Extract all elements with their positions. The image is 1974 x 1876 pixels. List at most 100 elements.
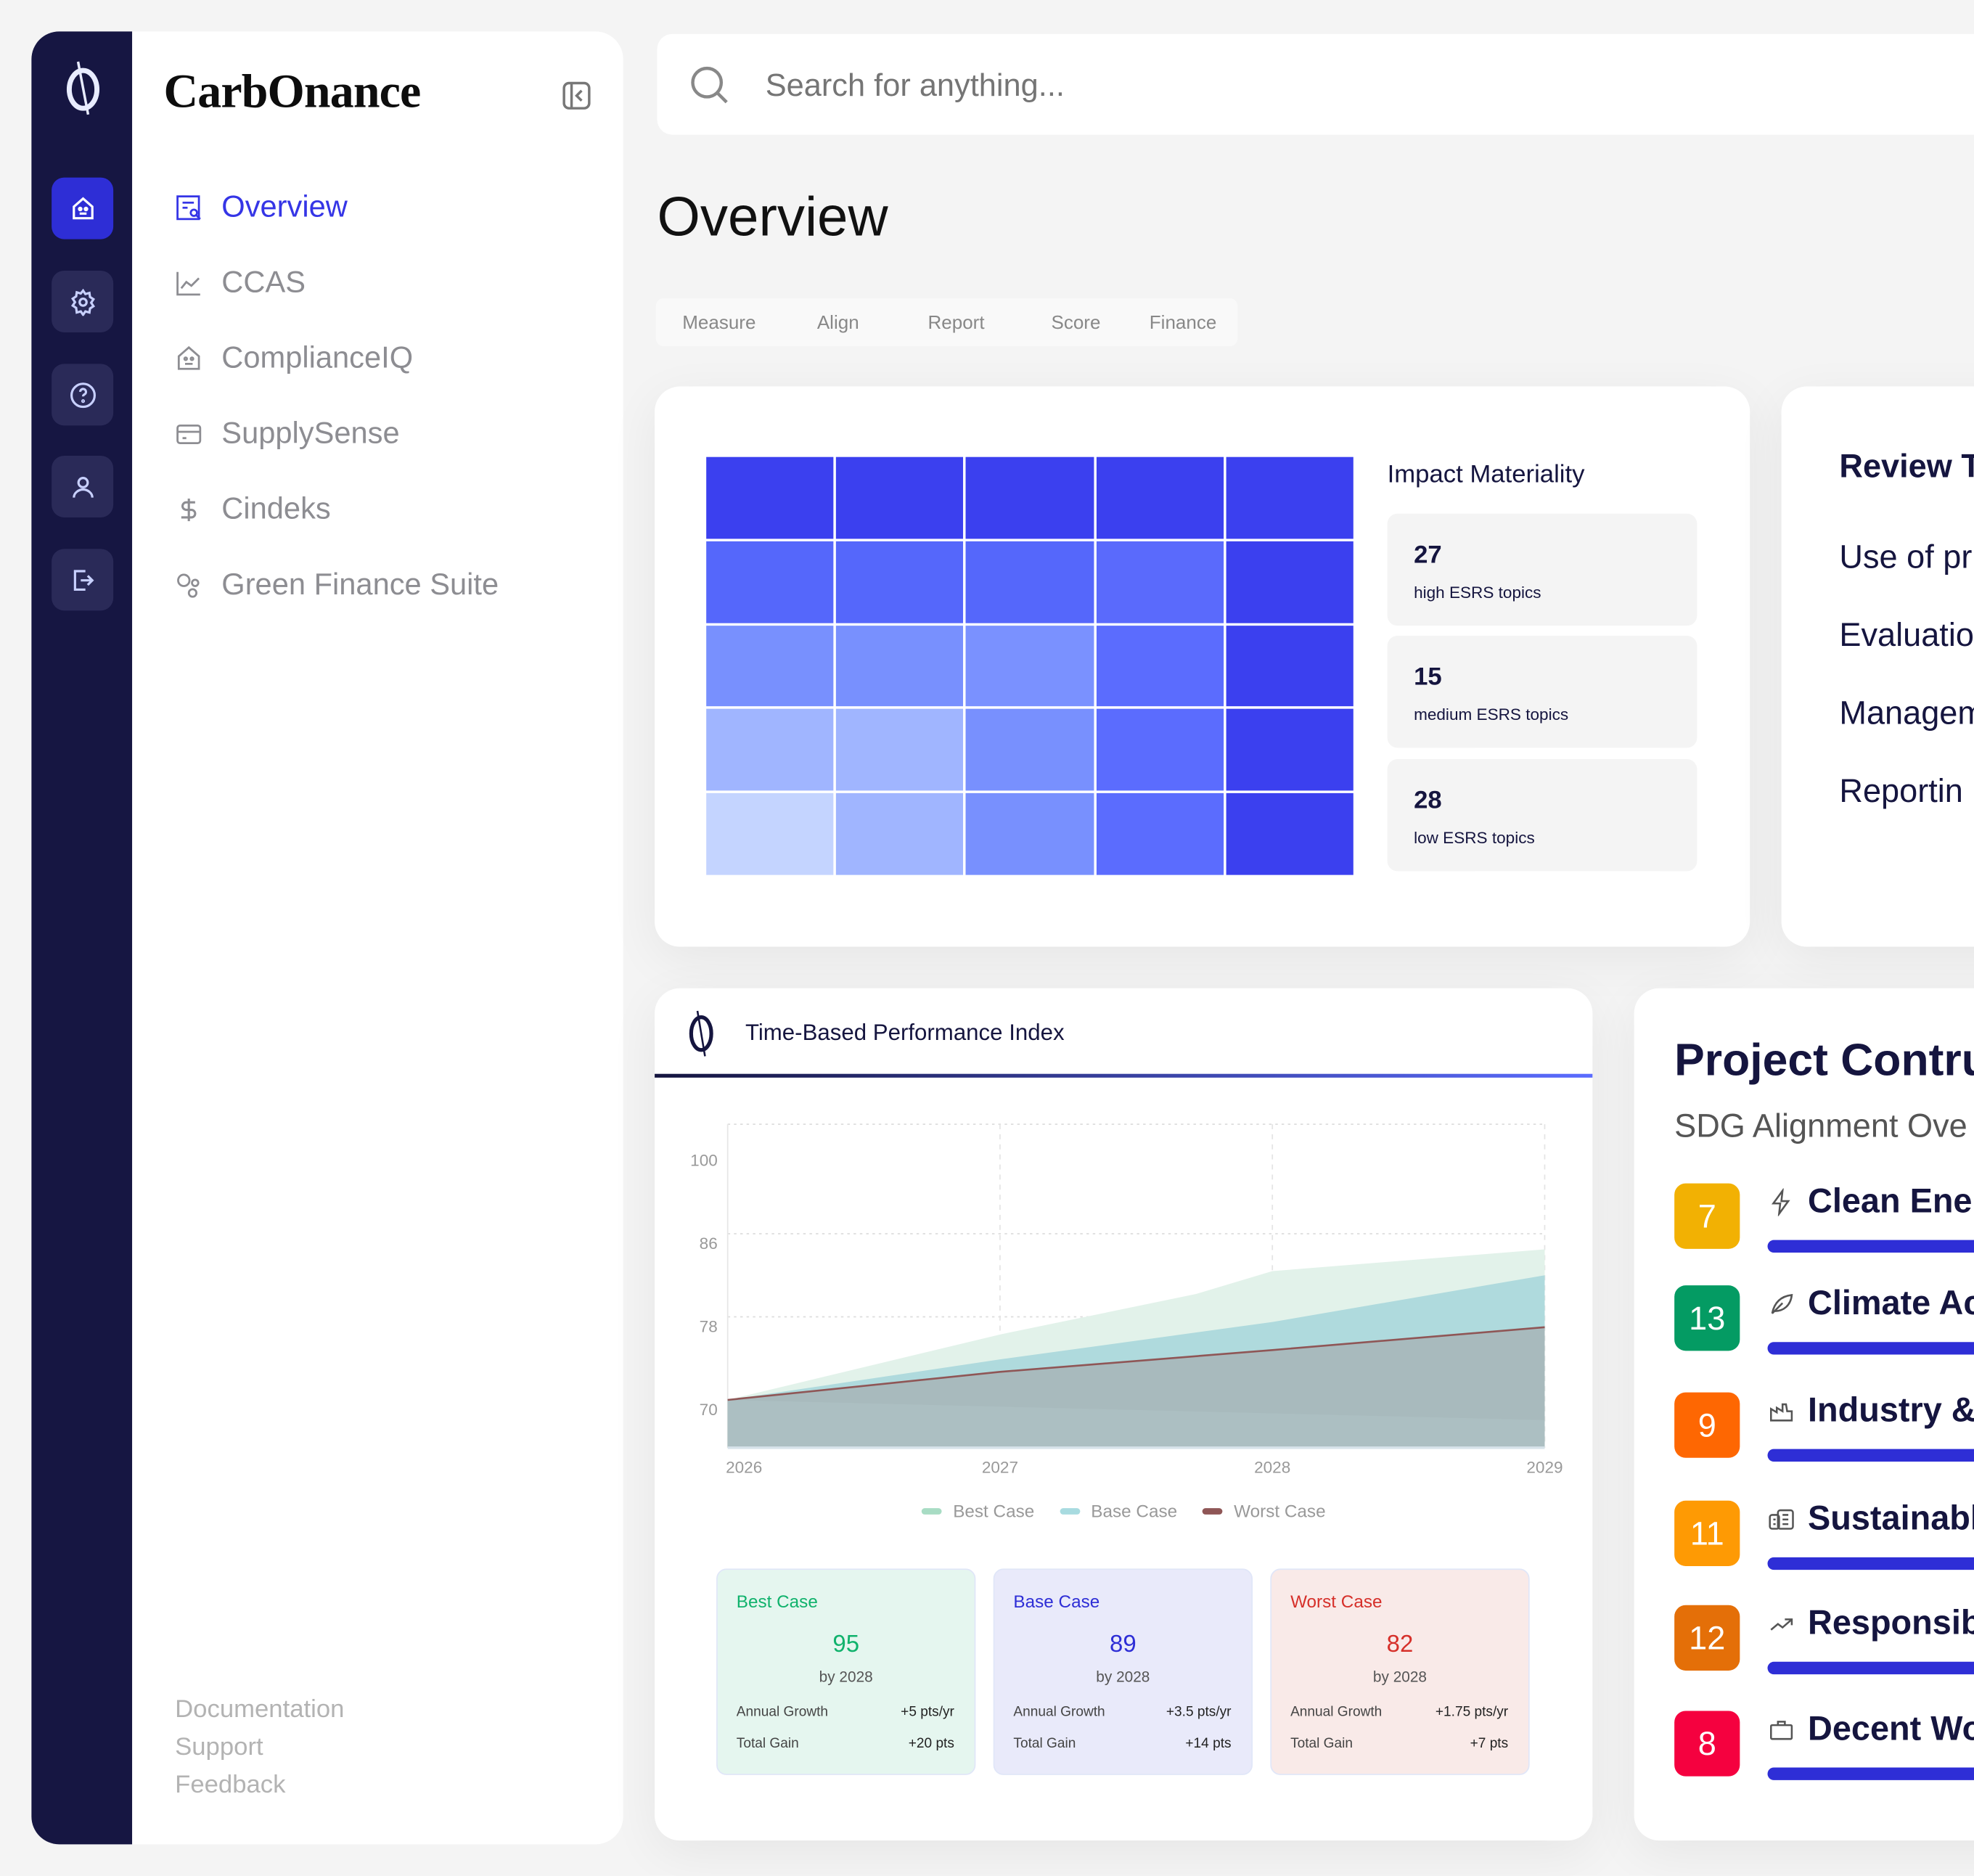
heatmap-cell[interactable] bbox=[1096, 793, 1224, 875]
rail-user-button[interactable] bbox=[52, 455, 114, 517]
logout-icon bbox=[73, 569, 94, 591]
collapse-sidebar-icon[interactable] bbox=[562, 81, 592, 111]
sidebar-item-ccas[interactable]: CCAS bbox=[173, 264, 306, 302]
y-tick-label: 70 bbox=[700, 1401, 718, 1419]
legend-swatch bbox=[1059, 1507, 1080, 1514]
heatmap-cell[interactable] bbox=[966, 541, 1094, 623]
heatmap-cell[interactable] bbox=[1096, 541, 1224, 623]
heatmap-cell[interactable] bbox=[836, 709, 964, 791]
heatmap-cell[interactable] bbox=[706, 709, 834, 791]
sidebar-item-overview[interactable]: Overview bbox=[173, 189, 348, 226]
documentation-link[interactable]: Documentation bbox=[175, 1695, 345, 1724]
annual-growth-row: Annual Growth +5 pts/yr bbox=[737, 1705, 954, 1720]
review-item[interactable]: Managem bbox=[1839, 693, 1974, 732]
search-bar[interactable] bbox=[657, 33, 1974, 135]
tab-finance[interactable]: Finance bbox=[1149, 312, 1217, 334]
heatmap-cell[interactable] bbox=[836, 625, 964, 707]
nav-label: SupplySense bbox=[221, 417, 400, 451]
nav-label: ComplianceIQ bbox=[221, 341, 414, 375]
heatmap-cell[interactable] bbox=[966, 625, 1094, 707]
nav-label: Green Finance Suite bbox=[221, 568, 499, 602]
rail-settings-button[interactable] bbox=[52, 270, 114, 332]
tab-align[interactable]: Align bbox=[816, 312, 859, 334]
legend-item[interactable]: Worst Case bbox=[1202, 1501, 1326, 1521]
heatmap-cell[interactable] bbox=[1096, 625, 1224, 707]
heatmap-cell[interactable] bbox=[1226, 625, 1353, 707]
stat-high: 27 high ESRS topics bbox=[1387, 513, 1697, 626]
performance-chart: 100 86 78 70 2026 2027 2028 2029 bbox=[690, 1123, 1563, 1477]
heatmap-cell[interactable] bbox=[706, 793, 834, 875]
home-bot-icon bbox=[72, 196, 93, 219]
project-card: Project Contru SDG Alignment Ove 7 Clean … bbox=[1634, 988, 1974, 1841]
page-title: Overview bbox=[657, 186, 888, 248]
materiality-heatmap bbox=[706, 456, 1353, 875]
stat-value: 27 bbox=[1414, 541, 1442, 570]
rail-logout-button[interactable] bbox=[52, 549, 114, 611]
heatmap-cell[interactable] bbox=[836, 541, 964, 623]
heatmap-cell[interactable] bbox=[1226, 709, 1353, 791]
legend-item[interactable]: Base Case bbox=[1059, 1500, 1178, 1521]
sdg-label: Decent Wo bbox=[1808, 1709, 1974, 1748]
stat-label: high ESRS topics bbox=[1414, 583, 1541, 602]
home-bot-icon bbox=[177, 345, 200, 370]
heatmap-cell[interactable] bbox=[706, 625, 834, 707]
heatmap-cell[interactable] bbox=[1226, 456, 1353, 539]
y-tick-label: 78 bbox=[700, 1317, 718, 1335]
scenario-title: Base Case bbox=[1013, 1591, 1100, 1612]
heatmap-cell[interactable] bbox=[706, 456, 834, 539]
legend-item[interactable]: Best Case bbox=[921, 1500, 1035, 1521]
heatmap-cell[interactable] bbox=[1226, 541, 1353, 623]
factory-icon bbox=[1770, 1403, 1793, 1422]
scenario-card-worst-case: Worst Case 82 by 2028 Annual Growth +1.75 pt… bbox=[1270, 1568, 1530, 1775]
heatmap-cell[interactable] bbox=[836, 793, 964, 875]
heatmap-cell[interactable] bbox=[1096, 709, 1224, 791]
legend-swatch bbox=[921, 1507, 942, 1514]
heatmap-cell[interactable] bbox=[1096, 456, 1224, 539]
annual-growth-row: Annual Growth +1.75 pts/yr bbox=[1290, 1705, 1508, 1720]
tab-score[interactable]: Score bbox=[1051, 312, 1101, 334]
heatmap-cell[interactable] bbox=[966, 709, 1094, 791]
legend-label: Base Case bbox=[1091, 1500, 1178, 1521]
scenario-value: 95 bbox=[832, 1631, 860, 1658]
header-divider bbox=[655, 1073, 1593, 1078]
legend-swatch bbox=[1202, 1507, 1223, 1514]
legend-label: Best Case bbox=[953, 1500, 1035, 1521]
materiality-title: Impact Materiality bbox=[1387, 460, 1585, 489]
rail-home-button[interactable] bbox=[52, 177, 114, 239]
heatmap-cell[interactable] bbox=[966, 793, 1094, 875]
sidebar: CarbOnance Overview CCAS ComplianceIQ Su… bbox=[132, 31, 623, 1845]
review-item[interactable]: Use of pr bbox=[1839, 537, 1973, 576]
scenario-title: Best Case bbox=[736, 1591, 818, 1612]
tab-measure[interactable]: Measure bbox=[682, 312, 756, 334]
area-floor bbox=[727, 1399, 1545, 1448]
rail-help-button[interactable] bbox=[52, 364, 114, 426]
sdg-progress-bar bbox=[1767, 1240, 1974, 1253]
heatmap-cell[interactable] bbox=[706, 541, 834, 623]
feedback-link[interactable]: Feedback bbox=[175, 1771, 286, 1799]
leaf-icon bbox=[1771, 1293, 1793, 1314]
sidebar-item-green-finance-suite[interactable]: Green Finance Suite bbox=[173, 567, 499, 605]
row-label: Annual Growth bbox=[1013, 1704, 1105, 1720]
heatmap-cell[interactable] bbox=[1226, 793, 1353, 875]
review-item[interactable]: Evaluatio bbox=[1839, 615, 1974, 654]
tab-report[interactable]: Report bbox=[927, 312, 985, 334]
project-subtitle: SDG Alignment Ove bbox=[1674, 1106, 1967, 1144]
scenario-year: by 2028 bbox=[819, 1668, 873, 1686]
search-input[interactable] bbox=[763, 59, 1650, 112]
row-value: +20 pts bbox=[908, 1736, 954, 1751]
support-link[interactable]: Support bbox=[175, 1733, 263, 1761]
review-item[interactable]: Reportin bbox=[1839, 771, 1963, 810]
heatmap-cell[interactable] bbox=[836, 456, 964, 539]
annual-growth-row: Annual Growth +3.5 pts/yr bbox=[1013, 1705, 1231, 1720]
y-tick-label: 86 bbox=[700, 1234, 718, 1253]
line-worst-case bbox=[727, 1326, 1545, 1401]
sdg-badge: 11 bbox=[1674, 1500, 1740, 1566]
sidebar-item-cindeks[interactable]: Cindeks bbox=[173, 491, 331, 529]
row-value: +7 pts bbox=[1470, 1736, 1509, 1751]
sdg-progress-bar bbox=[1767, 1342, 1974, 1355]
buildings-icon bbox=[1769, 1509, 1794, 1530]
sidebar-item-supplysense[interactable]: SupplySense bbox=[173, 415, 400, 453]
scenario-card-best-case: Best Case 95 by 2028 Annual Growth +5 pts/yr… bbox=[716, 1568, 976, 1775]
heatmap-cell[interactable] bbox=[966, 456, 1094, 539]
sidebar-item-complianceiq[interactable]: ComplianceIQ bbox=[173, 340, 413, 377]
